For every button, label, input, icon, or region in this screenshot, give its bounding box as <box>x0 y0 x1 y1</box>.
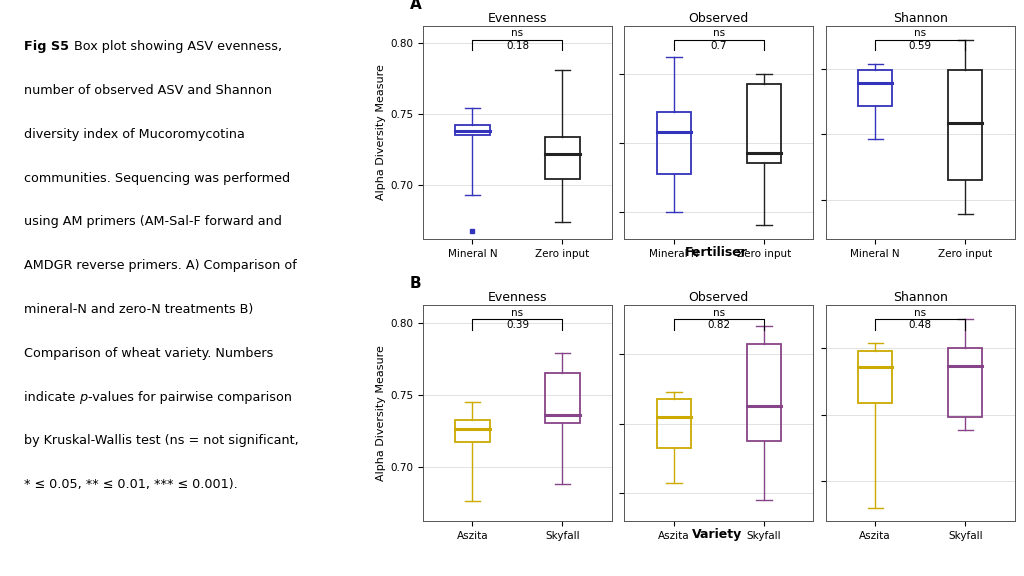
Text: Fig S5: Fig S5 <box>25 40 74 54</box>
Text: indicate: indicate <box>25 391 80 404</box>
Title: Shannon: Shannon <box>893 12 947 25</box>
Bar <box>656 399 691 448</box>
Text: 0.48: 0.48 <box>908 320 932 331</box>
Text: * ≤ 0.05, ** ≤ 0.01, *** ≤ 0.001).: * ≤ 0.05, ** ≤ 0.01, *** ≤ 0.001). <box>25 478 238 491</box>
Text: 0.39: 0.39 <box>506 320 529 331</box>
Text: number of observed ASV and Shannon: number of observed ASV and Shannon <box>25 84 272 97</box>
Text: B: B <box>410 276 421 291</box>
Text: ns: ns <box>713 28 725 38</box>
Y-axis label: Alpha Diversity Measure: Alpha Diversity Measure <box>376 346 386 481</box>
Text: 0.18: 0.18 <box>506 41 529 51</box>
Title: Shannon: Shannon <box>893 291 947 304</box>
Bar <box>546 137 580 179</box>
Text: Fertiliser: Fertiliser <box>685 246 749 259</box>
Text: Variety: Variety <box>691 528 742 541</box>
Text: ns: ns <box>713 308 725 317</box>
Text: 0.7: 0.7 <box>711 41 727 51</box>
Text: Box plot showing ASV evenness,: Box plot showing ASV evenness, <box>74 40 282 54</box>
Text: by Kruskal-Wallis test (ns = not significant,: by Kruskal-Wallis test (ns = not signifi… <box>25 434 299 448</box>
Bar <box>858 70 892 106</box>
Text: ns: ns <box>511 28 523 38</box>
Text: mineral-N and zero-N treatments B): mineral-N and zero-N treatments B) <box>25 303 254 316</box>
Text: -values for pairwise comparison: -values for pairwise comparison <box>88 391 292 404</box>
Bar <box>948 348 982 416</box>
Text: ns: ns <box>914 28 927 38</box>
Title: Evenness: Evenness <box>487 291 547 304</box>
Title: Observed: Observed <box>689 12 749 25</box>
Text: using AM primers (AM-Sal-F forward and: using AM primers (AM-Sal-F forward and <box>25 215 283 229</box>
Bar <box>656 112 691 174</box>
Text: ns: ns <box>511 308 523 317</box>
Bar <box>858 351 892 403</box>
Text: AMDGR reverse primers. A) Comparison of: AMDGR reverse primers. A) Comparison of <box>25 259 297 272</box>
Text: ns: ns <box>914 308 927 317</box>
Text: diversity index of Mucoromycotina: diversity index of Mucoromycotina <box>25 128 245 141</box>
Text: communities. Sequencing was performed: communities. Sequencing was performed <box>25 172 291 185</box>
Title: Observed: Observed <box>689 291 749 304</box>
Text: p: p <box>80 391 88 404</box>
Bar <box>456 420 489 442</box>
Bar <box>948 70 982 180</box>
Title: Evenness: Evenness <box>487 12 547 25</box>
Text: A: A <box>410 0 421 12</box>
Text: 0.82: 0.82 <box>708 320 730 331</box>
Bar <box>746 84 781 164</box>
Text: 0.59: 0.59 <box>908 41 932 51</box>
Bar <box>546 373 580 423</box>
Bar <box>456 126 489 135</box>
Text: Comparison of wheat variety. Numbers: Comparison of wheat variety. Numbers <box>25 347 273 360</box>
Y-axis label: Alpha Diversity Measure: Alpha Diversity Measure <box>376 65 386 200</box>
Bar <box>746 344 781 441</box>
